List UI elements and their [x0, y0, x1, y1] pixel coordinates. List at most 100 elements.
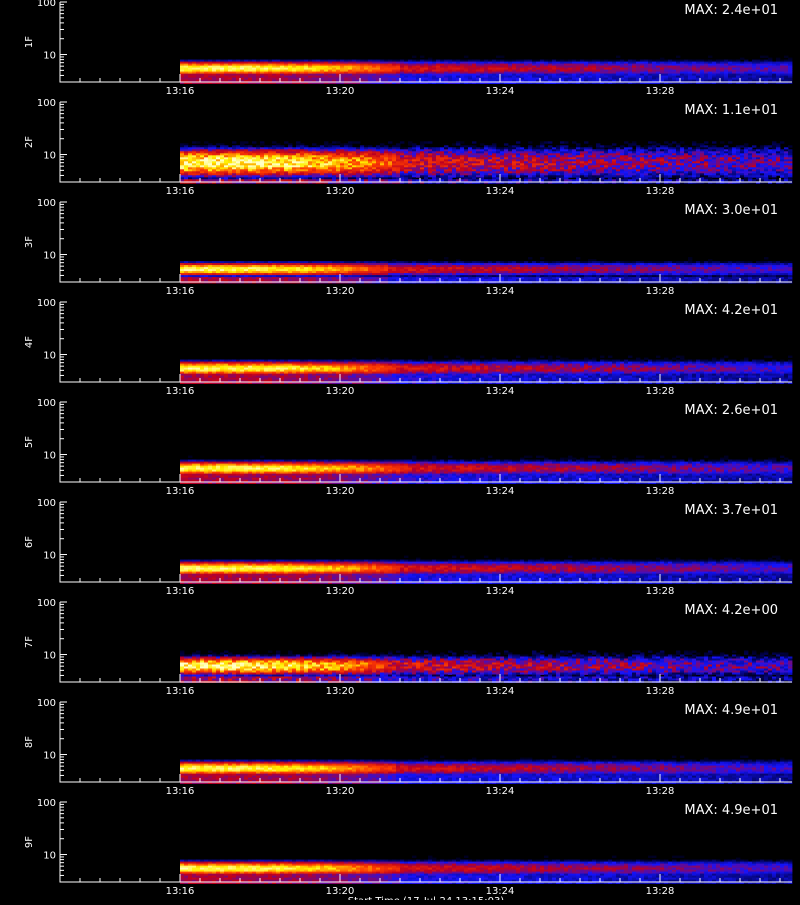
heatmap-cell — [668, 175, 672, 177]
heatmap-cell — [232, 141, 236, 143]
heatmap-cell — [724, 175, 728, 177]
heatmap-cell — [752, 145, 756, 147]
y-tick-label: 100 — [37, 0, 56, 9]
heatmap-cell — [460, 141, 464, 143]
heatmap-cell — [692, 143, 696, 145]
heatmap-cell — [708, 56, 712, 58]
heatmap-cell — [528, 141, 532, 143]
heatmap-cell — [472, 141, 476, 143]
heatmap-cell — [680, 141, 684, 143]
heatmap-cell — [740, 145, 744, 147]
heatmap-cell — [244, 141, 248, 143]
heatmap-cell — [648, 141, 652, 143]
heatmap-cell — [464, 56, 468, 58]
panel-label: 2F — [24, 136, 35, 148]
heatmap-cell — [720, 141, 724, 143]
heatmap-cell — [672, 141, 676, 143]
heatmap-cell — [352, 141, 356, 143]
y-tick-label: 10 — [43, 151, 56, 162]
heatmap-cell — [604, 145, 608, 147]
heatmap-cell — [336, 141, 340, 143]
heatmap-cell — [676, 56, 680, 58]
heatmap-cell — [456, 143, 460, 145]
heatmap-cell — [480, 143, 484, 145]
heatmap-cell — [784, 56, 788, 58]
heatmap-cell — [780, 175, 784, 177]
heatmap-cell — [604, 175, 608, 177]
heatmap-cell — [664, 141, 668, 143]
heatmap-cell — [752, 175, 756, 177]
heatmap-cell — [408, 143, 412, 145]
x-tick-label: 13:16 — [166, 86, 195, 97]
x-tick-label: 13:28 — [646, 186, 675, 197]
heatmap-cell — [424, 141, 428, 143]
heatmap-cell — [656, 143, 660, 145]
y-tick-label: 10 — [43, 51, 56, 62]
heatmap-cell — [272, 141, 276, 143]
heatmap-cell — [192, 141, 196, 143]
max-label: MAX: 2.4e+01 — [684, 3, 778, 18]
x-tick-label: 13:20 — [326, 86, 355, 97]
heatmap-cell — [596, 175, 600, 177]
heatmap-cell — [400, 141, 404, 143]
heatmap-cell — [560, 141, 564, 143]
heatmap-cell — [632, 143, 636, 145]
heatmap-cells — [180, 257, 792, 283]
heatmap-cell — [544, 141, 548, 143]
max-label: MAX: 1.1e+01 — [684, 103, 778, 118]
heatmap-cell — [252, 141, 256, 143]
x-tick-label: 13:24 — [486, 186, 515, 197]
heatmap-cell — [196, 141, 200, 143]
heatmap-cell — [312, 143, 316, 145]
heatmap-cell — [660, 175, 664, 177]
heatmap-cell — [564, 141, 568, 143]
heatmap-cell — [768, 175, 772, 177]
heatmap-cells — [180, 141, 792, 183]
heatmap-cell — [716, 175, 720, 177]
heatmap-cell — [616, 56, 620, 58]
heatmap-cell — [504, 143, 508, 145]
heatmap-cell — [508, 175, 512, 177]
heatmap-cell — [788, 145, 792, 147]
heatmap-cell — [704, 141, 708, 143]
heatmap-cell — [780, 141, 784, 143]
heatmap-cell — [760, 56, 764, 58]
heatmap-cell — [412, 56, 416, 58]
heatmap-cell — [552, 175, 556, 177]
heatmap-cell — [736, 175, 740, 177]
heatmap-cell — [388, 141, 392, 143]
heatmap-cell — [776, 173, 780, 175]
heatmap-cell — [260, 143, 264, 145]
x-tick-label: 13:24 — [486, 86, 515, 97]
heatmap-cell — [356, 141, 360, 143]
heatmap-cell — [612, 143, 616, 145]
heatmap-cell — [712, 175, 716, 177]
panel-label: 1F — [24, 36, 35, 48]
heatmap-cell — [516, 141, 520, 143]
heatmap-cell — [516, 175, 520, 177]
heatmap-cell — [684, 175, 688, 177]
heatmap-cell — [204, 141, 208, 143]
heatmap-cell — [428, 141, 432, 143]
heatmap-cell — [728, 141, 732, 143]
heatmap-cell — [216, 143, 220, 145]
heatmap-cell — [764, 56, 768, 58]
heatmap-cell — [768, 145, 772, 147]
x-tick-label: 13:16 — [166, 186, 195, 197]
heatmap-cell — [332, 141, 336, 143]
heatmap-cell — [452, 175, 456, 177]
heatmap-cell — [712, 141, 716, 143]
heatmap-cell — [740, 175, 744, 177]
heatmap-cell — [572, 175, 576, 177]
heatmap-cell — [284, 141, 288, 143]
heatmap-cell — [548, 141, 552, 143]
heatmap-cell — [572, 141, 576, 143]
heatmap-cell — [740, 58, 744, 60]
heatmap-cell — [584, 141, 588, 143]
heatmap-cell — [452, 143, 456, 145]
heatmap-cells — [180, 56, 792, 84]
